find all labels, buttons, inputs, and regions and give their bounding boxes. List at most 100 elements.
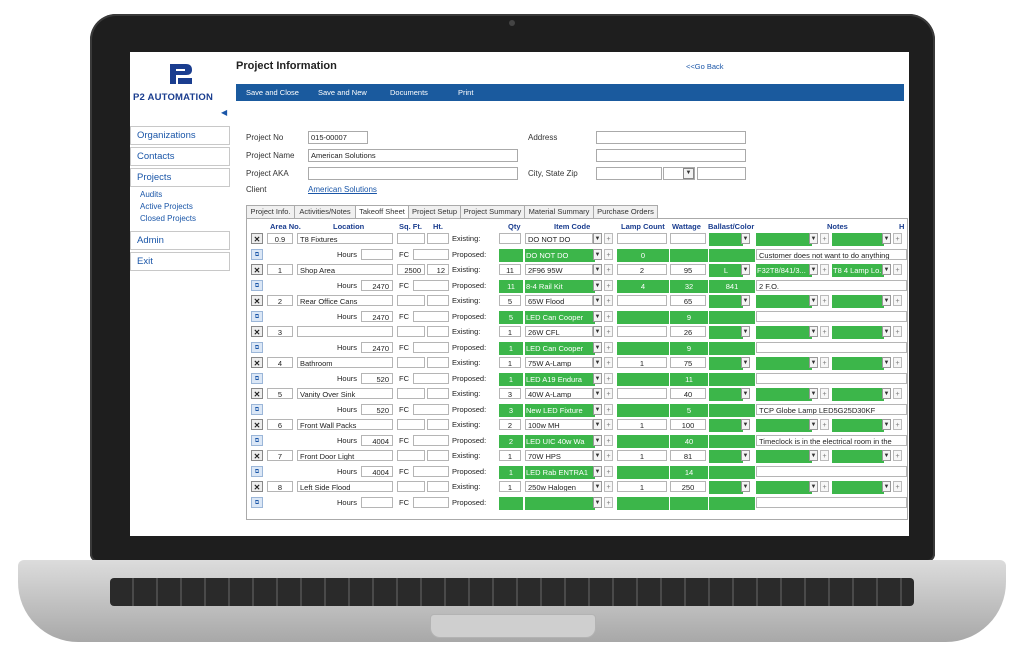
existing-item-dropdown-icon[interactable]: ▼ [593,419,602,430]
submenu-closed-projects[interactable]: Closed Projects [140,214,197,223]
hours-field[interactable]: 2470 [361,279,393,291]
proposed-note-field[interactable]: Customer does not want to do anything [756,248,907,260]
note2-dropdown-icon[interactable]: ▼ [882,450,891,461]
note2-dropdown-icon[interactable]: ▼ [882,419,891,430]
delete-area-icon[interactable]: ✕ [251,326,263,337]
existing-item-dropdown-icon[interactable]: ▼ [593,388,602,399]
note1-dropdown-icon[interactable]: ▼ [809,419,818,430]
proposed-note-field[interactable] [756,465,907,477]
note2-add-icon[interactable]: + [893,357,902,368]
save-and-new-button[interactable]: Save and New [318,88,367,97]
delete-area-icon[interactable]: ✕ [251,419,263,430]
proposed-item-code-select[interactable] [525,496,595,510]
delete-area-icon[interactable]: ✕ [251,481,263,492]
hours-field[interactable]: 2470 [361,341,393,353]
existing-item-add-icon[interactable]: + [604,450,613,461]
existing-wattage-field[interactable]: 26 [670,326,706,337]
existing-item-code-select[interactable]: 26W CFL [525,326,593,337]
existing-wattage-field[interactable]: 95 [670,264,706,275]
existing-note-select-2[interactable] [832,450,884,463]
save-and-close-button[interactable]: Save and Close [246,88,299,97]
existing-ballast-select[interactable] [709,233,743,246]
existing-note-select-2[interactable] [832,419,884,432]
proposed-wattage-field[interactable]: 5 [670,403,708,417]
existing-ballast-select[interactable] [709,357,743,370]
proposed-item-add-icon[interactable]: + [604,403,613,415]
existing-note-select-2[interactable] [832,388,884,401]
sqft-field[interactable] [397,357,425,368]
location-field[interactable]: Rear Office Cans [297,295,393,306]
delete-area-icon[interactable]: ✕ [251,264,263,275]
note1-dropdown-icon[interactable]: ▼ [809,233,818,244]
sidebar-item-contacts[interactable]: Contacts [130,147,230,166]
note2-add-icon[interactable]: + [893,481,902,492]
area-no-field[interactable]: 2 [267,295,293,306]
note1-add-icon[interactable]: + [820,450,829,461]
address-line2-field[interactable] [596,149,746,162]
existing-note-select-1[interactable] [756,295,812,308]
proposed-wattage-field[interactable] [670,248,708,262]
height-field[interactable] [427,295,449,306]
existing-item-code-select[interactable]: 40W A-Lamp [525,388,593,399]
height-field[interactable] [427,481,449,492]
area-no-field[interactable]: 4 [267,357,293,368]
note1-dropdown-icon[interactable]: ▼ [809,357,818,368]
existing-lamp-count-field[interactable]: 1 [617,481,667,492]
height-field[interactable] [427,357,449,368]
proposed-item-code-select[interactable]: 8-4 Rail Kit [525,279,595,293]
existing-note-select-1[interactable]: F32T8/841/3... [756,264,812,277]
tab-purchase-orders[interactable]: Purchase Orders [593,205,658,218]
sqft-field[interactable] [397,326,425,337]
proposed-ballast-field[interactable] [709,434,755,448]
existing-ballast-dropdown-icon[interactable]: ▼ [741,233,750,244]
tab-project-info[interactable]: Project Info. [246,205,295,218]
submenu-active-projects[interactable]: Active Projects [140,202,193,211]
proposed-qty-field[interactable]: 3 [499,403,523,417]
copy-area-icon[interactable]: ⧉ [251,310,263,322]
proposed-wattage-field[interactable]: 11 [670,372,708,386]
sqft-field[interactable] [397,481,425,492]
proposed-qty-field[interactable]: 1 [499,341,523,355]
existing-item-dropdown-icon[interactable]: ▼ [593,295,602,306]
existing-item-dropdown-icon[interactable]: ▼ [593,233,602,244]
tab-material-summary[interactable]: Material Summary [524,205,594,218]
fc-field[interactable] [413,434,449,446]
existing-ballast-dropdown-icon[interactable]: ▼ [741,357,750,368]
existing-item-add-icon[interactable]: + [604,388,613,399]
proposed-lamp-count-field[interactable] [617,403,669,417]
existing-lamp-count-field[interactable]: 1 [617,450,667,461]
proposed-item-add-icon[interactable]: + [604,434,613,446]
area-no-field[interactable]: 3 [267,326,293,337]
existing-wattage-field[interactable]: 65 [670,295,706,306]
fc-field[interactable] [413,310,449,322]
existing-item-dropdown-icon[interactable]: ▼ [593,357,602,368]
proposed-note-field[interactable] [756,341,907,353]
proposed-item-dropdown-icon[interactable]: ▼ [593,341,602,353]
proposed-item-dropdown-icon[interactable]: ▼ [593,310,602,322]
existing-note-select-1[interactable] [756,357,812,370]
fc-field[interactable] [413,341,449,353]
note2-add-icon[interactable]: + [893,419,902,430]
note2-dropdown-icon[interactable]: ▼ [882,326,891,337]
fc-field[interactable] [413,496,449,508]
existing-item-dropdown-icon[interactable]: ▼ [593,264,602,275]
height-field[interactable] [427,326,449,337]
existing-qty-field[interactable] [499,233,521,244]
note1-dropdown-icon[interactable]: ▼ [809,326,818,337]
area-no-field[interactable]: 5 [267,388,293,399]
note1-dropdown-icon[interactable]: ▼ [809,264,818,275]
existing-wattage-field[interactable]: 40 [670,388,706,399]
hours-field[interactable]: 4004 [361,465,393,477]
sidebar-item-exit[interactable]: Exit [130,252,230,271]
location-field[interactable]: Bathroom [297,357,393,368]
existing-ballast-dropdown-icon[interactable]: ▼ [741,419,750,430]
proposed-wattage-field[interactable]: 9 [670,341,708,355]
proposed-note-field[interactable]: Timeclock is in the electrical room in t… [756,434,907,446]
delete-area-icon[interactable]: ✕ [251,233,263,244]
existing-item-add-icon[interactable]: + [604,233,613,244]
area-no-field[interactable]: 8 [267,481,293,492]
existing-note-select-1[interactable] [756,388,812,401]
existing-note-select-2[interactable] [832,326,884,339]
existing-qty-field[interactable]: 1 [499,450,521,461]
proposed-ballast-field[interactable] [709,248,755,262]
